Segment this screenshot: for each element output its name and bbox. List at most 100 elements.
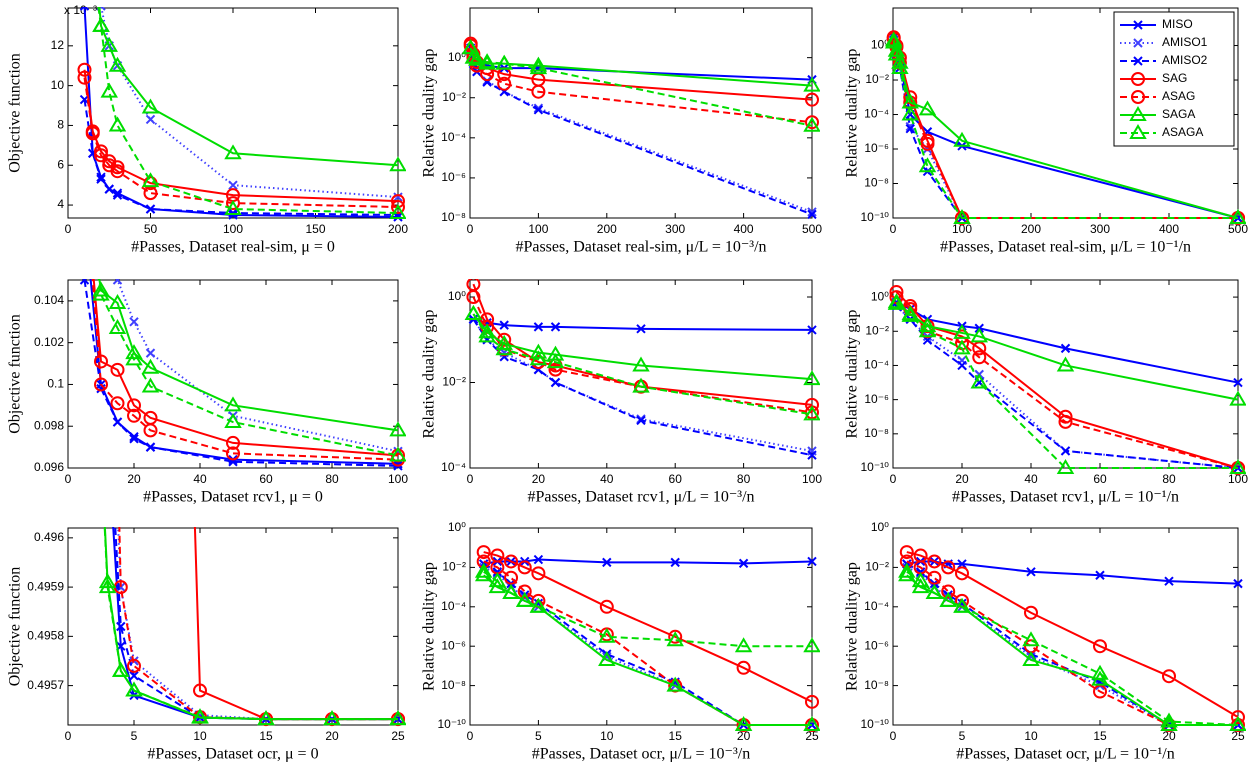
x-tick-label: 200: [1021, 222, 1041, 236]
marker: [94, 377, 108, 392]
marker: [533, 322, 544, 332]
marker: [927, 554, 942, 569]
marker: [476, 545, 491, 560]
marker: [1133, 56, 1143, 66]
marker: [389, 710, 406, 726]
marker: [1233, 578, 1243, 589]
marker: [546, 345, 565, 361]
plot-area: [474, 545, 820, 732]
x-tick-label: 100: [223, 222, 243, 236]
x-tick-label: 0: [467, 729, 474, 743]
marker: [191, 708, 209, 724]
y-tick-label: 10⁰: [871, 289, 889, 303]
x-tick-label: 0: [890, 729, 897, 743]
marker: [953, 323, 971, 339]
x-tick-label: 400: [734, 222, 754, 236]
marker: [129, 671, 139, 681]
y-tick-label: 0.4957: [27, 678, 64, 692]
marker: [1060, 446, 1071, 456]
x-tick-label: 0: [65, 472, 72, 486]
marker: [108, 319, 127, 335]
marker: [389, 421, 406, 437]
marker: [1229, 390, 1246, 406]
x-tick-label: 40: [1024, 472, 1038, 486]
marker: [972, 350, 987, 365]
marker: [548, 362, 563, 377]
marker: [92, 16, 110, 32]
marker: [531, 566, 546, 581]
marker: [94, 148, 108, 163]
x-tick-label: 20: [127, 472, 141, 486]
x-tick-label: 50: [144, 222, 158, 236]
marker: [533, 105, 544, 115]
marker: [1131, 72, 1145, 86]
x-axis-label: #Passes, Dataset real-sim, μ/L = 10⁻¹/n: [940, 239, 1191, 256]
marker: [112, 190, 123, 200]
x-tick-label: 0: [65, 222, 72, 236]
marker: [92, 285, 110, 301]
x-tick-label: 100: [952, 222, 972, 236]
x-axis-label: #Passes, Dataset ocr, μ = 0: [147, 746, 318, 763]
series-line: [892, 42, 1238, 219]
marker: [970, 373, 988, 389]
marker: [108, 116, 127, 132]
y-axis-label: Objective function: [7, 567, 24, 687]
y-axis-label: Relative duality gap: [421, 310, 438, 439]
x-tick-label: 80: [325, 472, 339, 486]
marker: [550, 377, 561, 388]
marker: [141, 98, 160, 114]
marker: [141, 377, 160, 393]
marker: [127, 658, 141, 673]
x-axis-label: #Passes, Dataset real-sim, μ/L = 10⁻³/n: [515, 239, 766, 256]
marker: [803, 405, 820, 421]
series-line: [114, 527, 398, 721]
marker: [141, 172, 160, 188]
marker: [805, 115, 819, 130]
y-tick-label: 10⁰: [871, 520, 889, 534]
series-line: [483, 570, 812, 648]
marker: [129, 434, 139, 444]
marker: [953, 597, 971, 613]
marker: [77, 62, 92, 77]
series-line: [83, 77, 399, 209]
y-tick-label: 10⁻⁴: [864, 358, 889, 372]
marker: [515, 591, 534, 607]
marker: [145, 204, 156, 214]
x-axis-label: #Passes, Dataset real-sim, μ = 0: [131, 239, 335, 256]
marker: [96, 174, 106, 184]
y-tick-label: 10⁻⁴: [441, 130, 466, 144]
plot-area: [79, 279, 406, 471]
x-tick-label: 200: [388, 222, 408, 236]
marker: [807, 209, 817, 220]
subplot: 0 100 200 300 400 500 10⁻¹⁰ 10⁻⁸ 10⁻⁶ 10⁻⁴ 10⁻² 10⁰…: [844, 7, 1248, 256]
x-tick-label: 40: [193, 472, 207, 486]
marker: [898, 562, 916, 578]
marker: [1091, 664, 1109, 680]
x-tick-label: 500: [1228, 222, 1248, 236]
y-tick-label: 10⁻²: [865, 560, 889, 574]
marker: [918, 157, 937, 173]
y-tick-label: 10⁻⁴: [864, 107, 889, 121]
x-tick-label: 0: [890, 472, 897, 486]
marker: [85, 126, 100, 141]
marker: [112, 661, 130, 677]
x-tick-label: 300: [665, 222, 685, 236]
marker: [98, 578, 117, 594]
y-tick-label: 10⁻⁸: [441, 210, 466, 224]
marker: [1093, 639, 1107, 654]
marker: [127, 408, 141, 423]
plot-area: [898, 545, 1246, 732]
y-tick-label: 6: [57, 157, 64, 171]
marker: [474, 562, 493, 578]
marker: [901, 105, 919, 121]
subplot: 0 20 40 60 80 100 10⁻⁴ 10⁻² 10⁰ #Passes, Dataset …: [421, 279, 822, 506]
y-tick-label: 0.4958: [27, 629, 64, 643]
marker: [112, 279, 123, 285]
x-tick-label: 10: [600, 729, 614, 743]
series-line: [906, 570, 1239, 726]
marker: [1024, 605, 1038, 620]
series-line: [97, 279, 399, 457]
x-tick-label: 15: [259, 729, 273, 743]
y-tick-label: 10⁻⁴: [864, 599, 889, 613]
